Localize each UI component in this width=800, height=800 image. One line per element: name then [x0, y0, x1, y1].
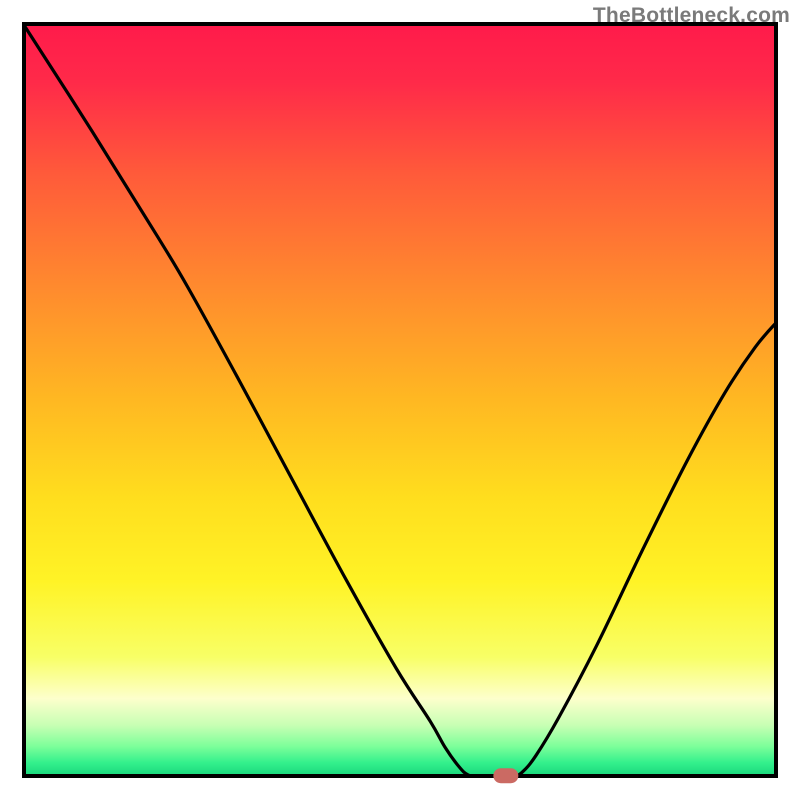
marker-layer: [0, 0, 800, 800]
chart-stage: TheBottleneck.com: [0, 0, 800, 800]
source-watermark: TheBottleneck.com: [593, 4, 790, 28]
optimal-point-marker: [494, 769, 518, 783]
